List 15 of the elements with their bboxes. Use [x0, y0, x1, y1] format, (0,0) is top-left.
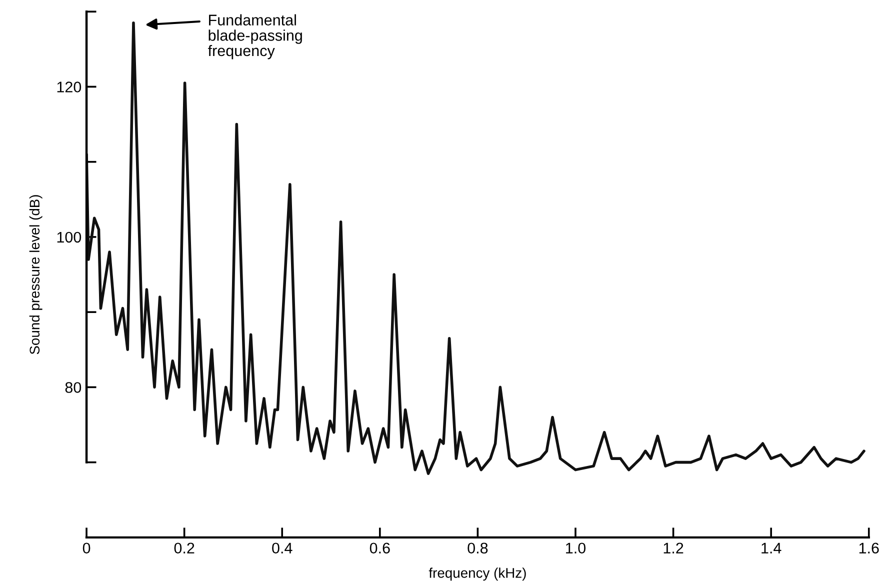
annotation: Fundamental blade-passing frequency: [208, 14, 302, 60]
x-tick-label: 0.4: [272, 542, 292, 554]
y-axis-title: Sound pressure level (dB): [29, 195, 42, 354]
x-tick-label: 1.6: [859, 542, 879, 554]
x-tick-label: 0.2: [174, 542, 194, 554]
x-tick-label: 1.4: [762, 542, 782, 554]
x-tick-label: 1.0: [566, 542, 586, 554]
y-tick-label: 80: [65, 382, 82, 393]
y-tick-label: 120: [57, 82, 82, 92]
x-axis-title: frequency (kHz): [428, 568, 526, 581]
x-tick-label: 0.8: [468, 542, 488, 554]
x-tick-label: 1.2: [664, 542, 684, 554]
y-tick-label: 100: [57, 232, 82, 243]
x-tick-label: 0: [82, 542, 90, 554]
x-tick-label: 0.6: [370, 542, 390, 554]
